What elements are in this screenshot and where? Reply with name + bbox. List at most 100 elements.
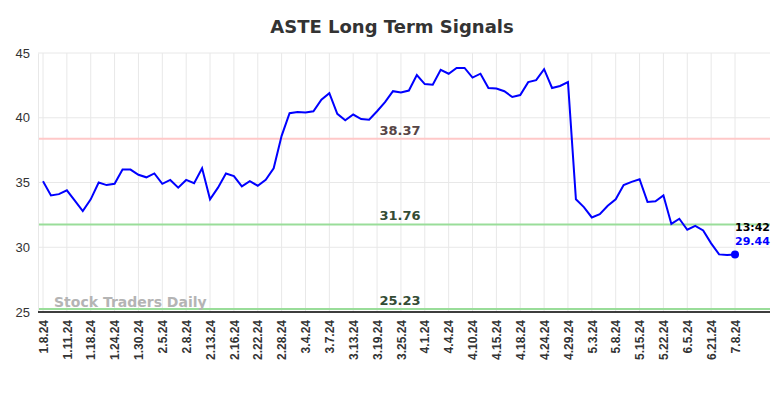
x-tick-label: 2.22.24 [251, 320, 265, 360]
grid-line-x [735, 53, 736, 312]
last-point [731, 251, 739, 259]
grid-line-y [38, 117, 770, 118]
x-tick: 6.5.24 [681, 312, 695, 353]
x-tick-label: 4.15.24 [490, 320, 504, 360]
y-tick: 30 [16, 240, 38, 255]
grid-line-x [544, 53, 545, 312]
grid-line-x [496, 53, 497, 312]
y-tick: 35 [16, 175, 38, 190]
grid-line-x [615, 53, 616, 312]
x-tick: 5.15.24 [633, 312, 647, 360]
x-tick-label: 3.7.24 [323, 320, 337, 354]
y-tick-label: 30 [16, 240, 30, 255]
x-tick: 5.8.24 [609, 312, 623, 353]
x-tick-label: 5.15.24 [633, 320, 647, 360]
x-tick: 4.24.24 [538, 312, 552, 360]
x-tick: 2.16.24 [228, 312, 242, 360]
grid-line-x [66, 53, 67, 312]
x-tick: 3.25.24 [395, 312, 409, 360]
x-tick-label: 4.1.24 [418, 320, 432, 354]
x-tick-label: 2.28.24 [275, 320, 289, 360]
grid-line-x [711, 53, 712, 312]
x-tick-label: 4.4.24 [442, 320, 456, 354]
x-tick: 2.5.24 [156, 312, 170, 353]
y-tick: 25 [16, 305, 38, 320]
x-tick: 1.11.24 [61, 312, 75, 359]
plot-area [38, 68, 770, 309]
grid-line-x [90, 53, 91, 312]
y-axis-line [38, 54, 39, 313]
x-tick-label: 1.11.24 [61, 320, 75, 360]
x-tick-label: 3.19.24 [371, 320, 385, 360]
x-tick: 2.28.24 [275, 312, 289, 360]
x-tick: 5.22.24 [657, 312, 671, 360]
x-tick-label: 2.8.24 [180, 320, 194, 354]
price-line [43, 68, 735, 255]
x-tick-label: 7.8.24 [729, 320, 743, 354]
grid-line-x [353, 53, 354, 312]
x-tick-label: 3.4.24 [299, 320, 313, 354]
x-tick: 2.8.24 [180, 312, 194, 353]
x-tick: 3.19.24 [371, 312, 385, 360]
x-tick-label: 1.24.24 [108, 320, 122, 360]
grid-line-x [186, 53, 187, 312]
chart: ASTE Long Term Signals 29.4413:42 38.37 31.… [0, 0, 784, 398]
grid-line-x [520, 53, 521, 312]
x-tick: 7.8.24 [729, 312, 743, 353]
x-tick: 4.10.24 [466, 312, 480, 360]
reference-line [38, 223, 770, 225]
grid-line-x [210, 53, 211, 312]
grid-line-x [687, 53, 688, 312]
last-value-label: 29.44 [735, 235, 770, 248]
x-tick: 2.22.24 [251, 312, 265, 360]
x-tick-label: 2.5.24 [156, 320, 170, 354]
reference-label: 38.37 [379, 123, 420, 138]
title: ASTE Long Term Signals [270, 16, 513, 37]
x-tick: 4.15.24 [490, 312, 504, 360]
grid-line-x [281, 53, 282, 312]
x-tick: 4.4.24 [442, 312, 456, 353]
reference-line [38, 138, 770, 140]
grid-line-y [38, 53, 770, 54]
grid-line-y [38, 247, 770, 248]
x-tick: 1.30.24 [132, 312, 146, 360]
y-axis: 25 30 35 40 45 [16, 46, 39, 320]
x-tick-label: 5.8.24 [609, 320, 623, 354]
x-tick: 4.18.24 [514, 312, 528, 360]
grid-line-y [38, 182, 770, 183]
x-tick-label: 4.10.24 [466, 320, 480, 360]
grid-line-x [663, 53, 664, 312]
reference-label: 25.23 [379, 293, 420, 308]
y-tick-label: 35 [16, 175, 30, 190]
x-tick-label: 6.5.24 [681, 320, 695, 354]
x-tick-label: 3.25.24 [395, 320, 409, 360]
x-axis-line [38, 311, 770, 313]
watermark: Stock Traders Daily [54, 294, 207, 310]
x-tick: 3.13.24 [347, 312, 361, 360]
grid-line-x [591, 53, 592, 312]
x-tick: 5.3.24 [586, 312, 600, 353]
grid-line-x [472, 53, 473, 312]
x-axis: 1.8.241.11.241.18.241.24.241.30.242.5.24… [37, 312, 770, 360]
time-label: 13:42 [735, 221, 770, 234]
x-tick-label: 2.16.24 [228, 320, 242, 360]
reference-label: 31.76 [379, 208, 420, 223]
x-tick-label: 2.13.24 [204, 320, 218, 360]
x-tick: 6.21.24 [705, 312, 719, 360]
x-tick: 2.13.24 [204, 312, 218, 360]
x-tick-label: 1.30.24 [132, 320, 146, 360]
x-tick: 3.4.24 [299, 312, 313, 353]
y-tick-label: 40 [16, 110, 30, 125]
x-tick-label: 5.22.24 [657, 320, 671, 360]
y-tick: 45 [16, 46, 38, 61]
grid-line-x [305, 53, 306, 312]
x-tick: 4.29.24 [562, 312, 576, 360]
x-tick: 1.24.24 [108, 312, 122, 360]
x-tick-label: 3.13.24 [347, 320, 361, 360]
x-tick-label: 4.18.24 [514, 320, 528, 360]
grid-line-x [424, 53, 425, 312]
grid-line-x [377, 53, 378, 312]
y-tick-label: 45 [16, 46, 30, 61]
x-tick-label: 4.29.24 [562, 320, 576, 360]
grid-line-y [38, 312, 770, 313]
